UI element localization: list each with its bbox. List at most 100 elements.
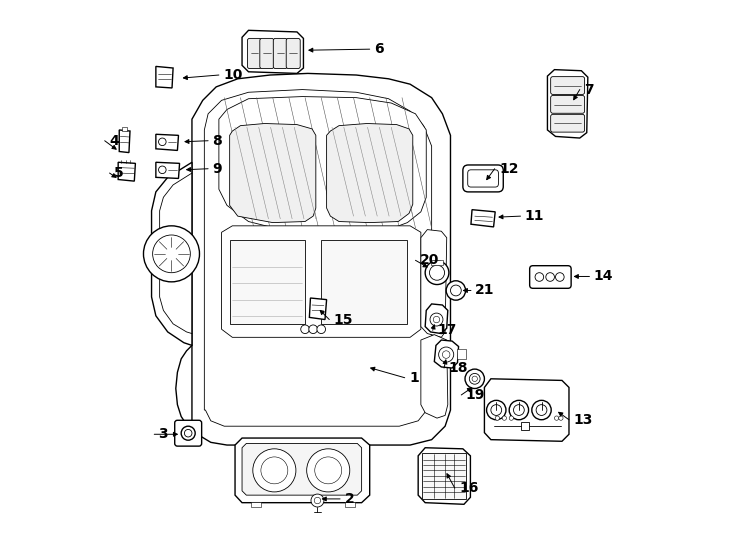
Circle shape [532,400,551,420]
Text: 9: 9 [212,162,222,176]
Circle shape [509,400,528,420]
Polygon shape [230,124,316,222]
Bar [230,240,305,324]
Text: 20: 20 [420,253,439,267]
Circle shape [301,325,309,334]
Text: 11: 11 [525,209,545,223]
Polygon shape [204,90,432,426]
Circle shape [317,325,325,334]
Bar [251,502,261,507]
Polygon shape [235,438,370,503]
Circle shape [143,226,200,282]
Polygon shape [151,163,192,346]
Circle shape [433,316,440,323]
Circle shape [153,235,190,273]
Circle shape [502,416,506,420]
Polygon shape [156,163,180,178]
Text: 1: 1 [409,371,419,384]
Circle shape [159,138,166,146]
Circle shape [546,273,554,281]
Circle shape [430,313,443,326]
FancyBboxPatch shape [247,38,261,69]
Text: 7: 7 [584,83,594,97]
Circle shape [535,273,544,281]
Circle shape [556,273,564,281]
Circle shape [252,449,296,492]
Circle shape [315,457,342,484]
Circle shape [181,426,195,440]
Text: 14: 14 [594,269,613,284]
Text: 3: 3 [159,427,168,441]
Bar [346,502,355,507]
FancyBboxPatch shape [550,96,584,113]
Polygon shape [548,70,588,138]
Circle shape [439,347,454,362]
FancyBboxPatch shape [175,420,202,446]
Circle shape [311,494,324,507]
FancyBboxPatch shape [273,38,287,69]
Text: 12: 12 [499,162,518,176]
Circle shape [429,265,445,280]
FancyBboxPatch shape [530,266,571,288]
Text: 10: 10 [223,68,242,82]
Circle shape [446,281,465,300]
Circle shape [509,416,514,420]
Polygon shape [156,134,178,151]
Circle shape [472,376,477,381]
Bar [457,349,465,359]
FancyBboxPatch shape [286,38,300,69]
Circle shape [425,261,449,285]
Text: 6: 6 [374,42,384,56]
Text: 5: 5 [114,166,123,180]
Text: 16: 16 [459,481,479,495]
Polygon shape [242,443,362,495]
Circle shape [465,369,484,388]
Bar [520,422,529,430]
Circle shape [307,449,350,492]
Circle shape [487,400,506,420]
Circle shape [451,285,461,296]
FancyBboxPatch shape [550,114,584,132]
Text: 19: 19 [465,388,485,402]
Text: 18: 18 [448,361,468,375]
Circle shape [514,404,524,415]
Polygon shape [327,124,413,222]
Polygon shape [222,226,421,338]
FancyBboxPatch shape [463,165,504,192]
FancyBboxPatch shape [468,170,498,187]
FancyBboxPatch shape [550,77,584,94]
Text: 15: 15 [334,313,353,327]
Polygon shape [421,335,448,418]
Polygon shape [425,304,448,334]
Circle shape [184,429,192,437]
Circle shape [559,416,563,420]
Polygon shape [242,30,303,73]
Polygon shape [435,340,459,368]
Polygon shape [418,448,470,504]
Text: 8: 8 [212,134,222,148]
Circle shape [469,374,480,384]
Circle shape [554,416,559,420]
Circle shape [443,351,450,359]
Circle shape [309,325,317,334]
Bar [321,240,407,324]
Circle shape [495,416,500,420]
Circle shape [261,457,288,484]
Circle shape [159,166,166,173]
Circle shape [491,404,501,415]
Polygon shape [192,73,451,445]
Polygon shape [484,379,569,441]
Polygon shape [309,298,327,320]
Polygon shape [119,130,130,153]
Text: 2: 2 [344,492,354,506]
Circle shape [536,404,547,415]
Bar [123,127,127,131]
Text: 17: 17 [437,323,457,338]
Text: 21: 21 [475,284,495,298]
Polygon shape [471,210,495,227]
Polygon shape [219,97,426,231]
Text: 13: 13 [573,413,592,427]
Polygon shape [421,230,447,338]
Polygon shape [118,163,135,181]
Bar [422,453,466,499]
